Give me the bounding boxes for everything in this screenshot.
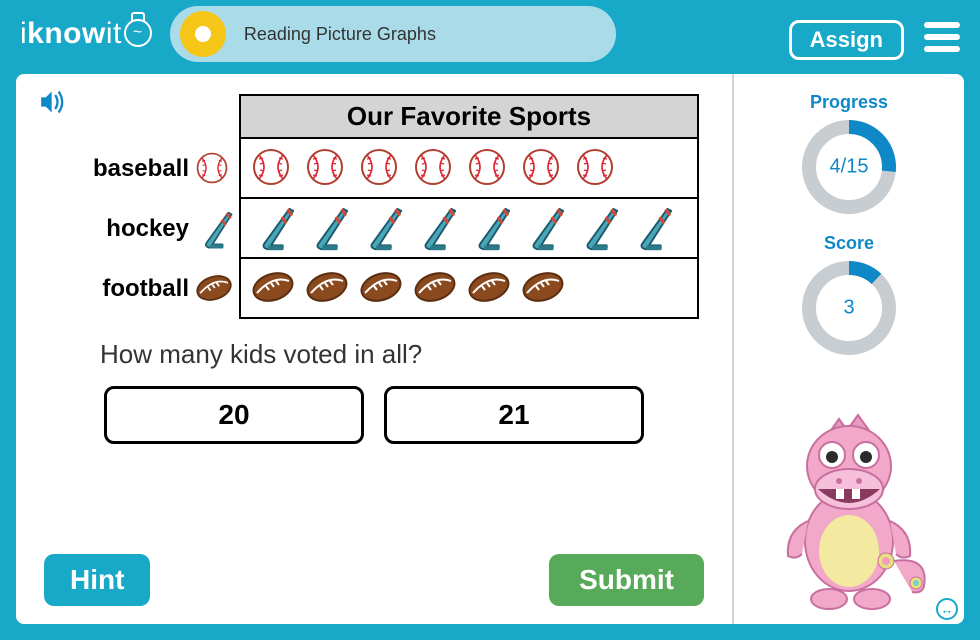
app-frame: iknowit Reading Picture Graphs Assign <box>0 0 980 640</box>
score-ring: 3 <box>797 256 901 360</box>
graph-title: Our Favorite Sports <box>239 94 699 139</box>
baseball-icon <box>521 147 563 189</box>
row-data-hockey <box>239 199 699 259</box>
hockey-icon <box>305 207 347 249</box>
assign-button[interactable]: Assign <box>789 20 904 60</box>
football-icon <box>251 267 293 309</box>
logo[interactable]: iknowit <box>20 17 152 51</box>
lesson-title: Reading Picture Graphs <box>244 24 436 45</box>
lesson-title-pill: Reading Picture Graphs <box>170 6 616 62</box>
content-card: Our Favorite Sports baseball <box>16 74 964 624</box>
menu-icon[interactable] <box>924 22 960 52</box>
logo-text-know: know <box>27 17 106 51</box>
row-label-football: football <box>49 259 239 319</box>
hint-button[interactable]: Hint <box>44 554 150 606</box>
submit-button[interactable]: Submit <box>549 554 704 606</box>
football-icon <box>413 267 455 309</box>
baseball-icon <box>413 147 455 189</box>
hockey-icon <box>575 207 617 249</box>
expand-icon[interactable]: ↔ <box>936 598 958 620</box>
row-label-text: baseball <box>93 155 189 183</box>
row-label-baseball: baseball <box>49 139 239 199</box>
row-label-text: hockey <box>106 215 189 243</box>
answer-group: 2021 <box>84 386 664 444</box>
row-label-text: football <box>102 275 189 303</box>
baseball-icon <box>359 147 401 189</box>
hockey-icon <box>467 207 509 249</box>
baseball-icon <box>305 147 347 189</box>
hockey-icon <box>629 207 671 249</box>
lightbulb-icon <box>124 19 152 47</box>
row-data-football <box>239 259 699 319</box>
logo-text-i: i <box>20 17 27 51</box>
progress-value: 4/15 <box>830 156 869 179</box>
baseball-icon <box>467 147 509 189</box>
score-value: 3 <box>843 297 854 320</box>
hockey-icon <box>195 211 231 247</box>
progress-title: Progress <box>810 92 888 113</box>
row-label-hockey: hockey <box>49 199 239 259</box>
baseball-icon <box>575 147 617 189</box>
hockey-icon <box>251 207 293 249</box>
question-text: How many kids voted in all? <box>100 339 704 370</box>
football-icon <box>305 267 347 309</box>
answer-option[interactable]: 21 <box>384 386 644 444</box>
score-title: Score <box>824 233 874 254</box>
football-icon <box>359 267 401 309</box>
football-icon <box>521 267 563 309</box>
header: iknowit Reading Picture Graphs Assign <box>0 0 980 68</box>
row-data-baseball <box>239 139 699 199</box>
speaker-icon[interactable] <box>40 90 68 114</box>
logo-text-it: it <box>106 17 122 51</box>
hockey-icon <box>413 207 455 249</box>
football-icon <box>467 267 509 309</box>
mascot-icon <box>764 411 934 616</box>
progress-ring: 4/15 <box>797 115 901 219</box>
pictograph: Our Favorite Sports baseball <box>44 94 704 319</box>
answer-option[interactable]: 20 <box>104 386 364 444</box>
main-panel: Our Favorite Sports baseball <box>16 74 734 624</box>
hockey-icon <box>359 207 401 249</box>
baseball-icon <box>251 147 293 189</box>
baseball-icon <box>195 151 231 187</box>
football-icon <box>195 271 231 307</box>
sidebar: Progress 4/15 Score 3 <box>734 74 964 624</box>
hockey-icon <box>521 207 563 249</box>
level-orb-icon <box>180 11 226 57</box>
